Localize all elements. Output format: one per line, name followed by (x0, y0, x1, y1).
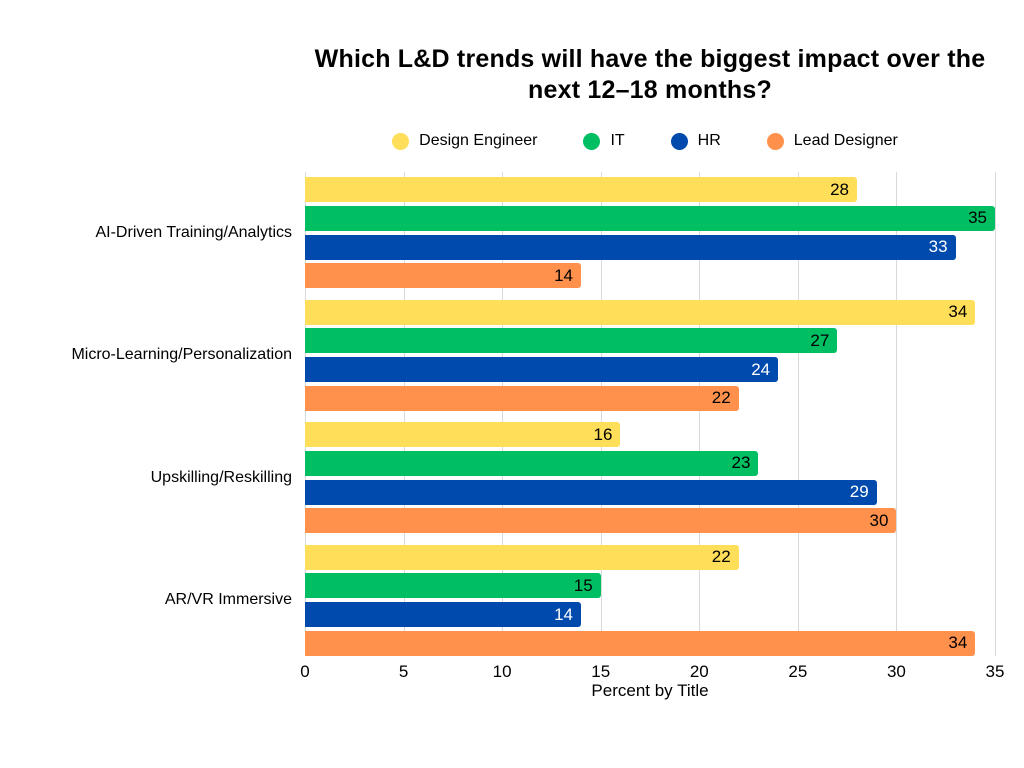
category-label: Upskilling/Reskilling (150, 468, 292, 486)
x-tick-label: 5 (398, 662, 409, 681)
bar-value-label: 22 (711, 388, 731, 408)
x-tick-label: 15 (591, 662, 611, 681)
legend-label: Lead Designer (793, 132, 898, 149)
bar: 34 (305, 630, 976, 656)
bar: 28 (305, 177, 857, 202)
bar-value-label: 33 (928, 237, 948, 257)
legend-label: Design Engineer (419, 132, 538, 149)
category-axis: AI-Driven Training/Analytics Micro-Learni… (0, 172, 292, 656)
bar-value-label: 29 (849, 482, 869, 502)
bar: 34 (305, 299, 976, 325)
bar-value-label: 34 (948, 633, 968, 653)
bar-value-label: 14 (554, 265, 573, 285)
legend-label: IT (610, 132, 625, 149)
bar: 35 (305, 205, 995, 231)
bar: 22 (305, 544, 739, 570)
legend-marker-icon (392, 132, 410, 150)
gridline (699, 172, 701, 656)
legend-item: Lead Designer (766, 132, 898, 150)
x-tick-label: 25 (788, 662, 808, 681)
category-label: Micro-Learning/Personalization (71, 346, 292, 364)
chart-title: Which L&D trends will have the biggest i… (314, 45, 986, 104)
gridline (896, 172, 898, 656)
bar-value-label: 22 (711, 547, 731, 566)
bar-value-label: 23 (731, 453, 751, 473)
bar-value-label: 14 (554, 604, 573, 624)
category-label: AI-Driven Training/Analytics (95, 223, 292, 241)
legend-marker-icon (766, 132, 784, 150)
gridline (502, 172, 504, 656)
bar: 33 (305, 234, 956, 260)
legend-item: IT (583, 132, 625, 150)
legend-marker-icon (670, 132, 688, 150)
bar-value-label: 15 (573, 575, 593, 595)
bar-value-label: 30 (869, 510, 889, 530)
bar-value-label: 24 (751, 359, 771, 379)
bar-value-label: 28 (830, 179, 849, 199)
gridline (600, 172, 602, 656)
bar: 14 (305, 263, 581, 289)
bar: 27 (305, 328, 838, 354)
x-tick-label: 0 (300, 662, 310, 681)
gridline (797, 172, 799, 656)
bar: 29 (305, 479, 877, 505)
bar: 24 (305, 357, 779, 383)
legend: Design Engineer IT HR Lead Designer (245, 130, 1024, 152)
gridline (403, 172, 405, 656)
legend-label: HR (697, 132, 721, 149)
legend-marker-icon (583, 132, 601, 150)
bar: 30 (305, 508, 897, 534)
gridline (305, 172, 306, 656)
bar-value-label: 35 (968, 208, 987, 228)
bar-value-label: 34 (948, 302, 968, 321)
bar: 16 (305, 422, 621, 447)
gridline (995, 172, 996, 656)
bar: 23 (305, 450, 759, 476)
legend-item: HR (670, 132, 721, 150)
x-tick-label: 30 (886, 662, 906, 681)
legend-item: Design Engineer (392, 132, 537, 150)
bar-value-label: 16 (593, 424, 613, 444)
category-label: AR/VR Immersive (164, 591, 292, 609)
x-axis-label: Percent by Title (591, 681, 709, 700)
bar-value-label: 27 (810, 330, 830, 350)
bar: 22 (305, 385, 739, 411)
x-tick-label: 10 (492, 662, 512, 681)
bar: 15 (305, 573, 601, 599)
bar: 14 (305, 602, 581, 628)
x-tick-label: 35 (985, 662, 1005, 681)
plot-area: 0 5 10 15 20 25 30 35 28 35 33 14 34 27 24 22 16 23 29 30 22… (300, 172, 1004, 681)
x-tick-label: 20 (689, 662, 709, 681)
